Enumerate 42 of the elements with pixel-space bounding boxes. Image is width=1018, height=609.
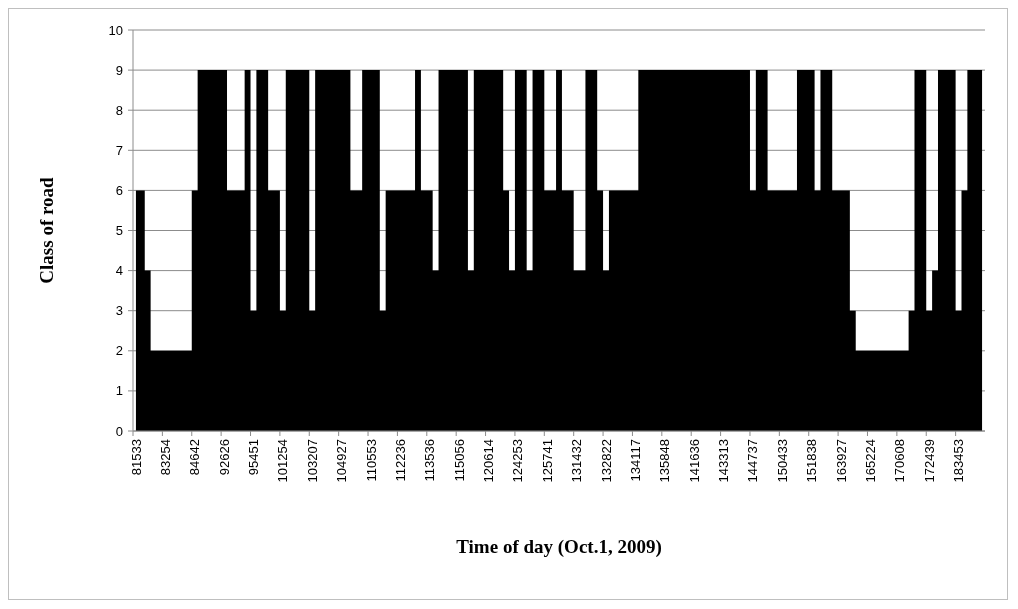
x-tick-label: 112236 xyxy=(392,439,408,482)
x-tick-label: 125741 xyxy=(539,439,555,483)
y-tick-label: 6 xyxy=(115,182,123,198)
x-axis-title: Time of day (Oct.1, 2009) xyxy=(456,536,662,558)
x-tick-label: 95451 xyxy=(246,439,262,476)
y-tick-label: 5 xyxy=(115,223,123,239)
y-tick-label: 4 xyxy=(115,263,123,279)
y-tick-label: 7 xyxy=(115,142,123,158)
y-tick-label: 1 xyxy=(115,383,123,399)
x-tick-label: 141636 xyxy=(686,439,702,483)
x-tick-label: 113536 xyxy=(422,439,438,482)
x-tick-label: 144737 xyxy=(745,439,761,483)
x-tick-label: 120614 xyxy=(481,439,497,483)
y-tick-label: 10 xyxy=(108,22,123,38)
y-tick-label: 3 xyxy=(115,303,123,319)
x-tick-label: 163927 xyxy=(833,439,849,483)
x-tick-label: 83254 xyxy=(157,439,173,476)
x-tick-label: 84642 xyxy=(187,439,203,476)
x-tick-label: 135848 xyxy=(657,439,673,483)
x-tick-label: 124253 xyxy=(510,439,526,483)
x-tick-label: 132822 xyxy=(598,439,614,483)
y-tick-label: 2 xyxy=(115,343,123,359)
x-tick-label: 81533 xyxy=(128,439,144,476)
x-tick-label: 103207 xyxy=(304,439,320,483)
x-tick-label: 104927 xyxy=(334,439,350,483)
x-tick-label: 134117 xyxy=(627,439,643,482)
x-tick-label: 110553 xyxy=(363,439,379,482)
y-axis-title: Class of road xyxy=(36,176,57,284)
x-tick-label: 143313 xyxy=(716,439,732,483)
x-tick-label: 131432 xyxy=(569,439,585,483)
x-tick-label: 150433 xyxy=(774,439,790,483)
x-tick-label: 172439 xyxy=(921,439,937,483)
y-tick-label: 9 xyxy=(115,62,123,78)
x-tick-label: 115056 xyxy=(451,439,467,482)
x-tick-label: 170608 xyxy=(892,439,908,483)
x-tick-label: 151838 xyxy=(804,439,820,483)
x-tick-label: 183453 xyxy=(951,439,967,483)
x-tick-label: 165224 xyxy=(862,439,878,483)
y-tick-label: 0 xyxy=(115,423,123,439)
y-tick-label: 8 xyxy=(115,102,123,118)
x-tick-label: 92626 xyxy=(216,439,232,476)
x-tick-label: 101254 xyxy=(275,439,291,483)
